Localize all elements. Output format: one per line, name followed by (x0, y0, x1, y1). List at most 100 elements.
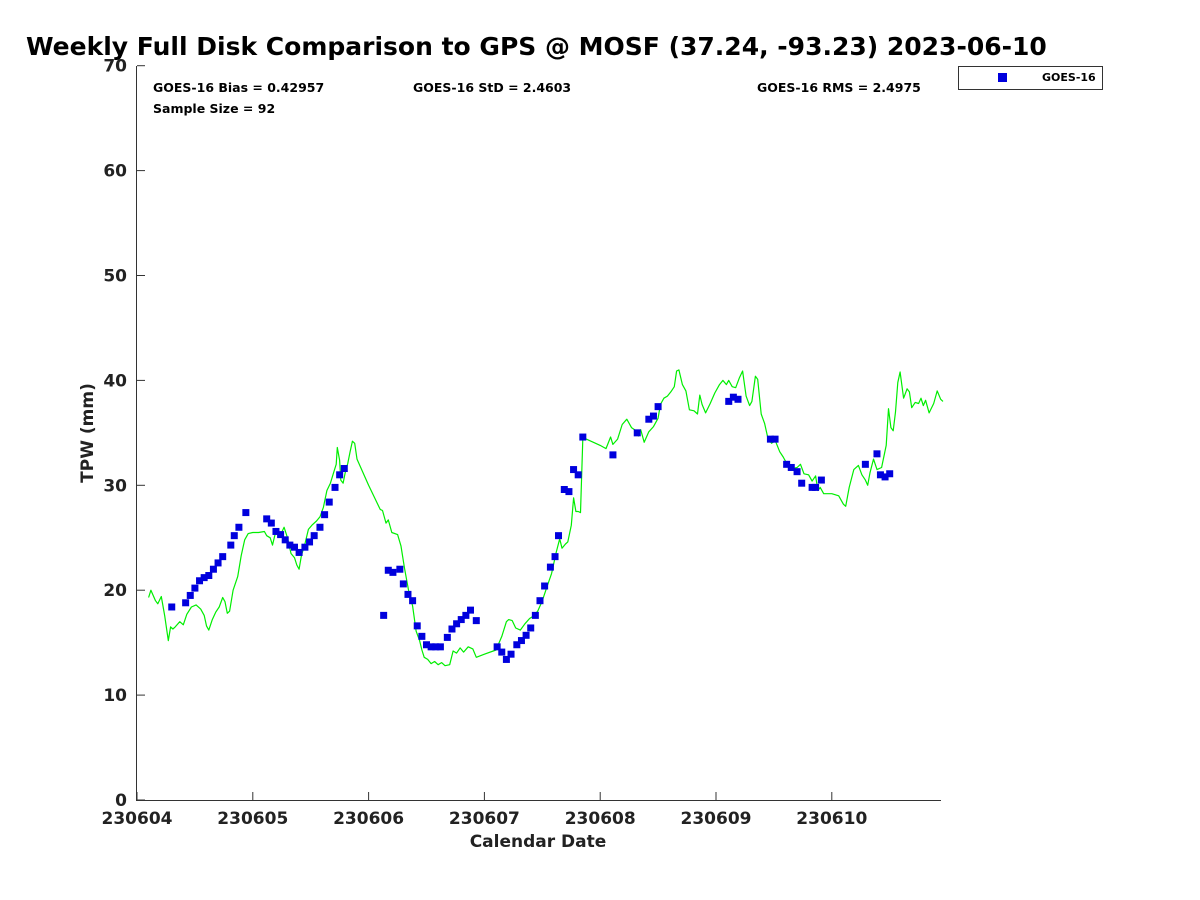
goes16-point (725, 397, 733, 405)
goes16-point (227, 541, 235, 549)
goes16-point (423, 641, 430, 649)
goes16-point (812, 483, 820, 491)
goes16-point (493, 643, 501, 651)
goes16-point (633, 429, 641, 437)
goes16-point (418, 632, 426, 640)
goes16-point (242, 509, 250, 517)
goes16-point (555, 532, 563, 540)
y-tick-label: 70 (103, 57, 127, 77)
goes16-point (409, 597, 417, 605)
rms-annotation: GOES-16 RMS = 2.4975 (757, 80, 921, 95)
goes16-point (432, 643, 440, 651)
goes16-point (472, 617, 480, 625)
legend-label-goes16: GOES-16 (1042, 71, 1096, 84)
plot-axes (136, 66, 941, 801)
goes16-point (286, 541, 294, 549)
goes16-point (771, 435, 779, 443)
goes16-point (306, 538, 314, 546)
y-tick-label: 40 (103, 371, 127, 391)
y-ticks: 0 10 20 30 40 50 60 70 (103, 57, 145, 811)
x-tick-label: 230604 (102, 809, 173, 829)
goes16-point (277, 531, 285, 539)
goes16-point (546, 563, 554, 571)
goes16-point (295, 548, 303, 556)
goes16-point (384, 566, 392, 574)
sample-size-annotation: Sample Size = 92 (153, 101, 275, 116)
goes16-point (209, 565, 217, 573)
goes16-point (186, 591, 194, 599)
y-tick-label: 50 (103, 267, 127, 287)
goes16-point (876, 471, 884, 479)
goes16-point (321, 511, 329, 519)
goes16-point (886, 470, 894, 478)
goes16-point (462, 611, 470, 619)
goes16-point (448, 625, 456, 633)
y-tick-label: 60 (103, 162, 127, 182)
x-tick-label: 230605 (217, 809, 288, 829)
goes16-point (263, 515, 271, 523)
std-annotation: GOES-16 StD = 2.4603 (413, 80, 571, 95)
goes16-point (267, 519, 275, 527)
goes16-point (560, 485, 568, 493)
goes16-point (272, 527, 280, 535)
y-axis-label: TPW (mm) (78, 383, 98, 483)
goes16-point (396, 565, 404, 573)
goes16-point (443, 633, 451, 641)
goes16-point (380, 611, 388, 619)
legend-marker-goes16 (998, 73, 1007, 82)
goes16-point (404, 590, 412, 598)
goes16-point (861, 460, 869, 468)
goes16-series (168, 393, 894, 663)
goes16-point (182, 599, 190, 607)
goes16-point (527, 624, 535, 632)
goes16-point (513, 641, 521, 649)
goes16-point (551, 553, 559, 561)
goes16-point (191, 584, 199, 592)
goes16-point (399, 580, 407, 588)
goes16-point (783, 460, 791, 468)
goes16-point (645, 415, 653, 423)
goes16-point (200, 574, 208, 582)
goes16-point (498, 648, 506, 656)
goes16-point (881, 473, 889, 481)
goes16-point (793, 468, 801, 476)
goes16-point (565, 488, 573, 496)
goes16-point (531, 611, 539, 619)
goes16-point (340, 465, 348, 473)
x-tick-label: 230610 (796, 809, 867, 829)
goes16-point (579, 433, 587, 441)
goes16-point (873, 450, 881, 458)
legend-box (958, 66, 1103, 90)
goes16-point (436, 643, 444, 651)
goes16-point (734, 395, 742, 403)
goes16-point (389, 568, 397, 576)
goes16-point (609, 451, 617, 459)
goes16-point (336, 471, 344, 479)
y-tick-label: 20 (103, 581, 127, 601)
bias-annotation: GOES-16 Bias = 0.42957 (153, 80, 324, 95)
x-axis-label: Calendar Date (470, 832, 607, 852)
goes16-point (230, 532, 238, 540)
goes16-point (817, 476, 825, 484)
goes16-point (502, 655, 510, 663)
goes16-point (310, 532, 318, 540)
goes16-point (507, 650, 515, 658)
goes16-point (457, 616, 465, 624)
goes16-point (729, 393, 737, 401)
goes16-point (316, 523, 324, 531)
goes16-point (798, 479, 806, 487)
goes16-point (196, 577, 204, 585)
goes16-point (517, 637, 525, 645)
goes16-point (649, 412, 657, 420)
y-tick-label: 0 (115, 791, 127, 811)
goes16-point (536, 597, 544, 605)
goes16-point (787, 463, 795, 471)
goes16-point (325, 498, 333, 506)
goes16-point (570, 466, 578, 474)
y-tick-label: 10 (103, 686, 127, 706)
goes16-point (205, 572, 213, 580)
legend: GOES-16 (958, 66, 1103, 90)
goes16-point (214, 559, 222, 567)
x-tick-label: 230608 (565, 809, 636, 829)
